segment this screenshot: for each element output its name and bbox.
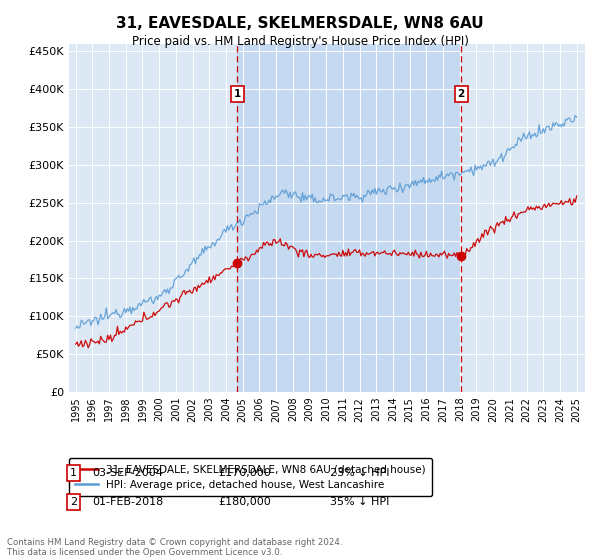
Legend: 31, EAVESDALE, SKELMERSDALE, WN8 6AU (detached house), HPI: Average price, detac: 31, EAVESDALE, SKELMERSDALE, WN8 6AU (de… — [69, 458, 433, 496]
Text: 23% ↓ HPI: 23% ↓ HPI — [330, 468, 389, 478]
Text: £170,000: £170,000 — [218, 468, 271, 478]
Text: 2: 2 — [457, 90, 465, 100]
Text: 1: 1 — [233, 90, 241, 100]
Text: 35% ↓ HPI: 35% ↓ HPI — [330, 497, 389, 507]
Text: 01-FEB-2018: 01-FEB-2018 — [92, 497, 163, 507]
Text: 2: 2 — [70, 497, 77, 507]
Text: 31, EAVESDALE, SKELMERSDALE, WN8 6AU: 31, EAVESDALE, SKELMERSDALE, WN8 6AU — [116, 16, 484, 31]
Text: 1: 1 — [70, 468, 77, 478]
Text: Contains HM Land Registry data © Crown copyright and database right 2024.
This d: Contains HM Land Registry data © Crown c… — [7, 538, 343, 557]
Text: Price paid vs. HM Land Registry's House Price Index (HPI): Price paid vs. HM Land Registry's House … — [131, 35, 469, 48]
Text: 03-SEP-2004: 03-SEP-2004 — [92, 468, 163, 478]
Text: £180,000: £180,000 — [218, 497, 271, 507]
Bar — [237, 44, 461, 392]
